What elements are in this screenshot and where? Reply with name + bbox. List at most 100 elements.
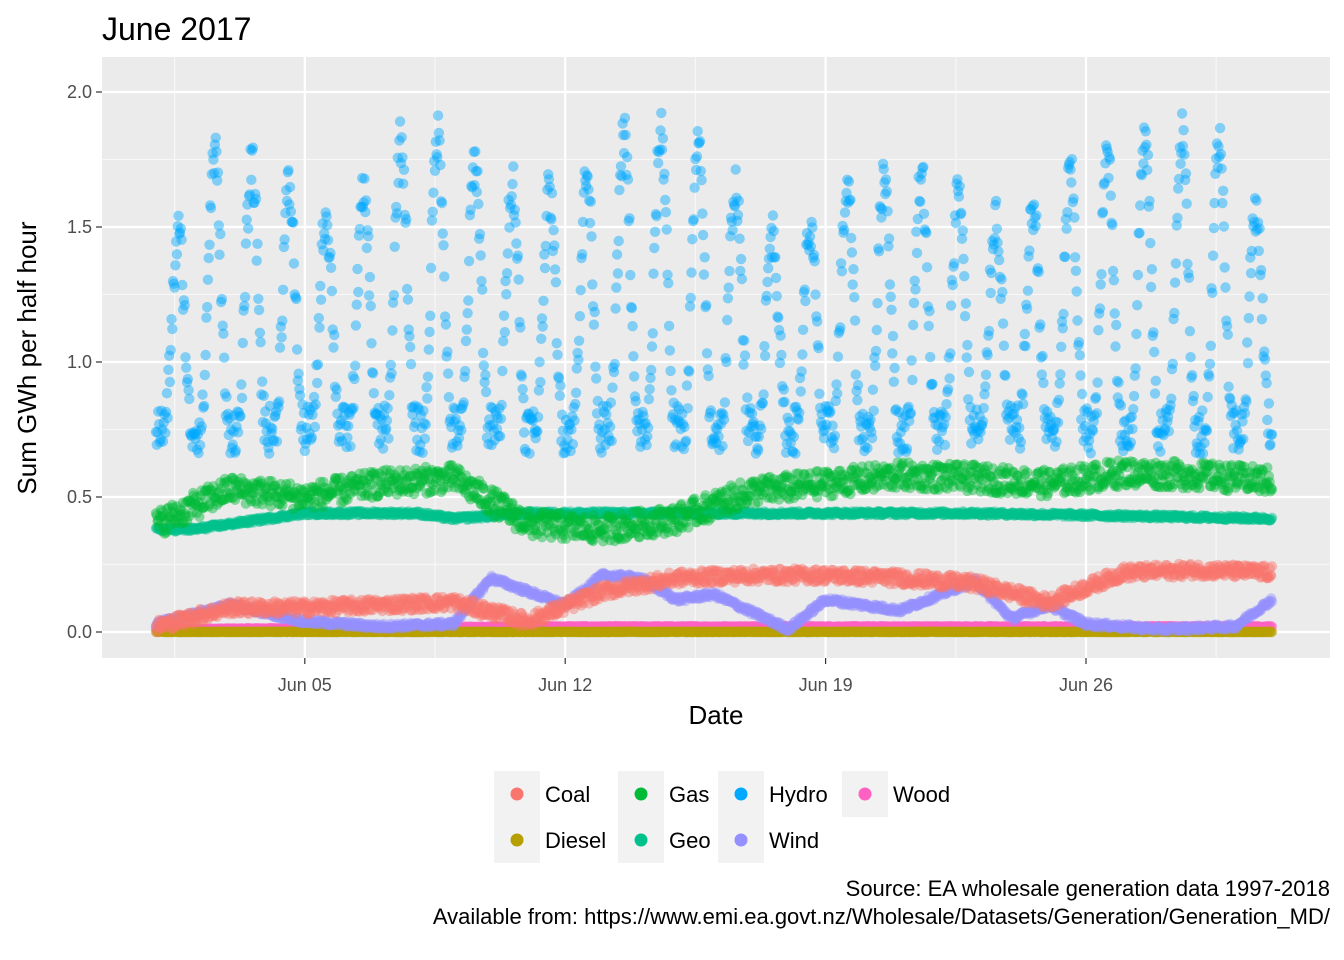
point-wood [260, 623, 272, 634]
point-wood [235, 623, 246, 634]
point-wood [232, 623, 243, 635]
point-diesel [1266, 626, 1278, 638]
point-wood [230, 623, 241, 634]
point-wood [350, 622, 362, 633]
point-wood [159, 624, 170, 635]
point-wood [248, 623, 259, 634]
point-wood [202, 623, 213, 635]
point-wood [177, 623, 189, 635]
point-wood [227, 623, 238, 634]
point-wood [258, 623, 269, 634]
point-wood [183, 623, 194, 634]
point-wood [200, 624, 211, 635]
point-wood [180, 623, 191, 634]
point-wood [295, 623, 307, 634]
point-wood [234, 623, 245, 635]
point-wood [264, 623, 276, 634]
point-wood [274, 623, 286, 634]
point-wood [316, 623, 327, 634]
plot-panel [102, 57, 1330, 658]
point-wood [222, 623, 233, 635]
point-wood [267, 623, 279, 634]
point-wood [169, 624, 180, 635]
point-wood [260, 623, 271, 634]
point-wood [158, 623, 169, 635]
point-wood [325, 622, 336, 633]
point-wood [257, 623, 268, 634]
point-wood [209, 623, 221, 635]
point-wood [343, 622, 355, 633]
point-wood [173, 624, 184, 635]
point-wood [220, 623, 231, 634]
point-wood [349, 622, 360, 633]
point-wood [313, 622, 324, 633]
point-wood [357, 622, 368, 633]
point-wood [219, 623, 230, 634]
point-wood [347, 622, 359, 633]
point-wood [339, 622, 351, 634]
point-wood [328, 622, 339, 633]
point-wood [290, 623, 301, 634]
point-wood [346, 622, 357, 634]
point-wood [185, 623, 197, 634]
point-wood [343, 623, 354, 634]
point-wood [330, 622, 341, 634]
point-wood [233, 623, 245, 634]
point-wood [161, 623, 173, 635]
point-wood [189, 623, 200, 634]
point-wood [184, 623, 196, 635]
point-wood [365, 622, 376, 633]
point-wood [268, 623, 279, 634]
point-wood [288, 623, 299, 634]
point-wood [285, 623, 297, 634]
point-wood [192, 623, 203, 635]
point-wood [282, 622, 293, 634]
grid-major [102, 57, 1330, 658]
point-wood [210, 623, 221, 635]
point-wood [190, 623, 201, 635]
point-wood [172, 624, 183, 635]
point-wood [320, 623, 331, 634]
point-wood [153, 623, 165, 635]
point-wood [341, 623, 352, 634]
point-wood [274, 623, 285, 634]
point-wood [236, 623, 247, 635]
point-wood [205, 623, 217, 634]
point-wood [283, 623, 294, 634]
point-wood [312, 622, 323, 634]
point-wood [257, 623, 269, 634]
point-wood [250, 623, 261, 634]
point-wood [308, 622, 320, 634]
point-wood [246, 623, 257, 635]
data-points [150, 107, 1278, 638]
point-wood [344, 622, 355, 633]
point-wood [188, 623, 199, 635]
point-wood [156, 623, 167, 634]
point-wood [340, 622, 352, 633]
point-wood [181, 623, 193, 635]
point-wood [362, 623, 373, 634]
point-wood [216, 623, 228, 634]
point-wood [307, 623, 318, 634]
point-wood [354, 623, 365, 634]
point-wood [243, 622, 254, 634]
point-wood [153, 623, 164, 634]
point-wood [170, 624, 181, 635]
point-wood [291, 623, 303, 634]
point-wood [275, 623, 286, 634]
point-wood [167, 624, 178, 635]
point-wood [229, 624, 241, 635]
point-wood [305, 622, 316, 634]
point-wood [241, 623, 252, 634]
point-wood [332, 623, 344, 634]
point-wood [338, 622, 349, 633]
point-wood [366, 622, 377, 633]
point-wood [162, 624, 173, 635]
point-wood [270, 622, 282, 634]
point-wood [152, 623, 163, 635]
point-wood [335, 623, 346, 634]
point-wood [369, 622, 380, 633]
point-wood [212, 623, 224, 635]
point-wood [237, 623, 248, 634]
point-wood [264, 622, 275, 634]
